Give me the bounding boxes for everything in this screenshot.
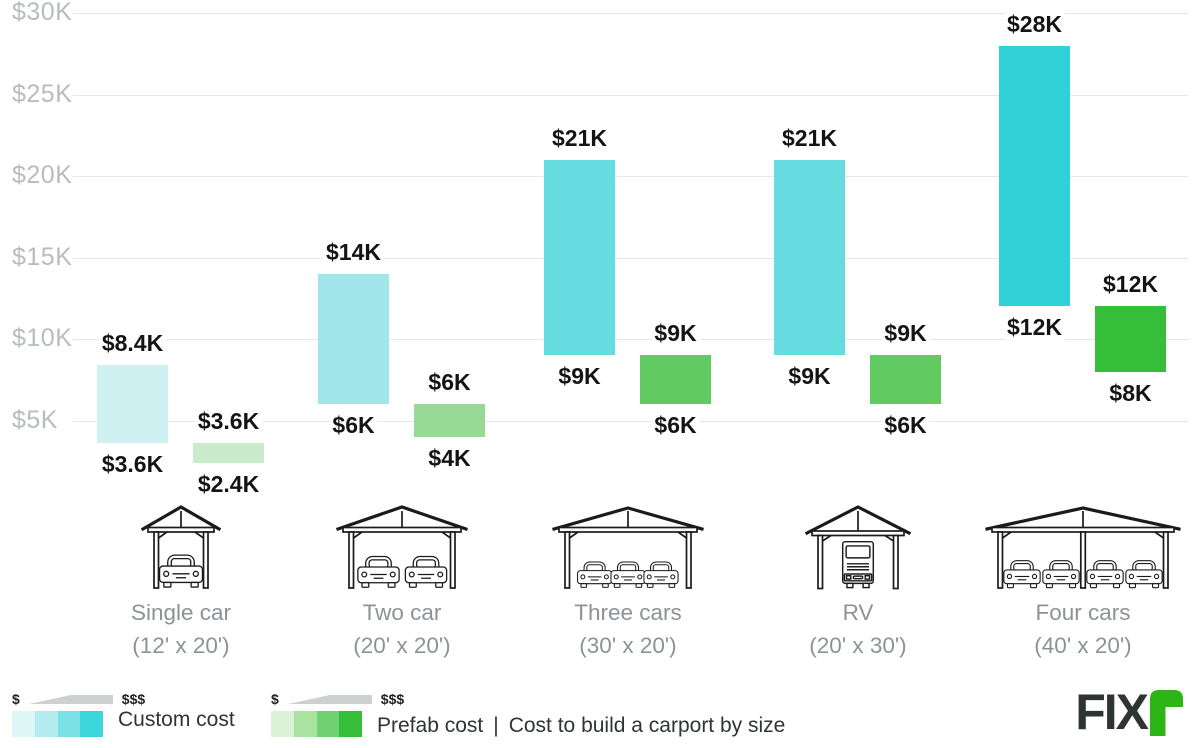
scale-low-label: $ bbox=[12, 691, 20, 707]
prefab-cost-bar bbox=[1095, 306, 1166, 372]
custom-cost-bar bbox=[544, 159, 615, 356]
swatch-cell bbox=[271, 711, 294, 737]
bar-max-label: $28K bbox=[1004, 9, 1065, 38]
category-label-four-cars: Four cars (40' x 20') bbox=[963, 596, 1200, 662]
scale-high-label: $$$ bbox=[380, 691, 405, 707]
custom-cost-label: Custom cost bbox=[118, 708, 235, 731]
prefab-cost-bar bbox=[870, 355, 941, 405]
custom-cost-swatch bbox=[12, 711, 145, 737]
fixr-logo: FIX bbox=[1075, 684, 1183, 740]
category-dims: (30' x 20') bbox=[579, 633, 677, 658]
category-dims: (20' x 30') bbox=[809, 633, 907, 658]
carport-1-car-icon bbox=[140, 502, 222, 595]
bar-min-label: $12K bbox=[1004, 313, 1065, 342]
gridline bbox=[73, 339, 1188, 340]
price-scale: $ $$$ bbox=[271, 686, 404, 706]
carport-4-car-icon bbox=[985, 502, 1181, 595]
price-ramp-icon bbox=[28, 695, 113, 704]
bar-min-label: $9K bbox=[785, 362, 834, 391]
bar-min-label: $9K bbox=[555, 362, 604, 391]
category-label-single-car: Single car (12' x 20') bbox=[61, 596, 301, 662]
category-dims: (20' x 20') bbox=[353, 633, 451, 658]
bar-max-label: $3.6K bbox=[194, 407, 263, 436]
swatch-cell bbox=[34, 711, 58, 737]
bar-max-label: $8.4K bbox=[98, 329, 167, 358]
bar-min-label: $6K bbox=[651, 411, 700, 440]
gridline bbox=[73, 420, 1188, 422]
y-axis-tick-label: $5K bbox=[12, 405, 58, 434]
bar-max-label: $9K bbox=[881, 319, 930, 348]
y-axis-tick-label: $15K bbox=[12, 242, 73, 271]
bar-max-label: $14K bbox=[323, 237, 384, 266]
category-dims: (12' x 20') bbox=[132, 633, 230, 658]
prefab-cost-bar bbox=[414, 404, 485, 437]
y-axis-tick-label: $25K bbox=[12, 79, 73, 108]
price-scale: $ $$$ bbox=[12, 686, 145, 706]
scale-high-label: $$$ bbox=[121, 691, 146, 707]
category-label-three-cars: Three cars (30' x 20') bbox=[508, 596, 748, 662]
prefab-cost-bar bbox=[193, 443, 264, 463]
bar-min-label: $3.6K bbox=[98, 450, 167, 479]
category-name: Two car bbox=[362, 600, 442, 625]
prefab-cost-label: Prefab cost bbox=[377, 714, 484, 737]
bar-max-label: $21K bbox=[549, 123, 610, 152]
gridline bbox=[73, 176, 1188, 177]
category-label-rv: RV (20' x 30') bbox=[738, 596, 978, 662]
bar-max-label: $9K bbox=[651, 319, 700, 348]
bar-max-label: $6K bbox=[425, 368, 474, 397]
gridline bbox=[73, 257, 1188, 259]
bar-min-label: $6K bbox=[329, 411, 378, 440]
price-ramp-icon bbox=[287, 695, 372, 704]
y-axis-tick-label: $30K bbox=[12, 0, 73, 26]
prefab-cost-swatch bbox=[271, 711, 404, 737]
carport-rv-icon bbox=[804, 502, 912, 595]
scale-low-label: $ bbox=[271, 691, 279, 707]
bar-min-label: $2.4K bbox=[194, 469, 263, 498]
category-name: Single car bbox=[130, 600, 232, 625]
custom-cost-bar bbox=[999, 45, 1070, 307]
category-name: RV bbox=[842, 600, 874, 625]
legend: $ $$$ Custom cost $ $$$ Prefab cost | Cost… bbox=[0, 686, 1200, 748]
separator: | bbox=[493, 714, 499, 737]
swatch-cell bbox=[12, 711, 35, 737]
bar-min-label: $8K bbox=[1106, 378, 1155, 407]
fixr-logo-r-icon bbox=[1150, 690, 1183, 736]
category-name: Three cars bbox=[574, 600, 682, 625]
gridline bbox=[73, 13, 1188, 14]
bar-max-label: $12K bbox=[1100, 270, 1161, 299]
legend-prefab-cost: $ $$$ bbox=[271, 686, 404, 737]
custom-cost-bar bbox=[97, 365, 168, 444]
swatch-cell bbox=[339, 711, 363, 737]
carport-2-car-icon bbox=[335, 502, 469, 595]
bar-max-label: $21K bbox=[779, 123, 840, 152]
prefab-cost-bar bbox=[640, 355, 711, 405]
legend-custom-cost: $ $$$ bbox=[12, 686, 145, 737]
y-axis-tick-label: $10K bbox=[12, 324, 73, 352]
custom-cost-bar bbox=[318, 273, 389, 405]
bar-min-label: $6K bbox=[881, 411, 930, 440]
swatch-cell bbox=[316, 711, 340, 737]
swatch-cell bbox=[57, 711, 81, 737]
bar-min-label: $4K bbox=[425, 443, 474, 472]
chart-title-line: Prefab cost | Cost to build a carport by s… bbox=[377, 714, 785, 738]
chart-title: Cost to build a carport by size bbox=[508, 714, 786, 737]
gridline bbox=[73, 94, 1188, 96]
category-label-two-car: Two car (20' x 20') bbox=[282, 596, 522, 662]
y-axis-tick-label: $20K bbox=[12, 161, 73, 189]
category-dims: (40' x 20') bbox=[1034, 633, 1132, 658]
carport-3-car-icon bbox=[552, 502, 704, 595]
fixr-logo-text: FIX bbox=[1075, 684, 1149, 740]
swatch-cell bbox=[80, 711, 104, 737]
category-name: Four cars bbox=[1035, 600, 1131, 625]
swatch-cell bbox=[293, 711, 317, 737]
custom-cost-bar bbox=[774, 159, 845, 356]
